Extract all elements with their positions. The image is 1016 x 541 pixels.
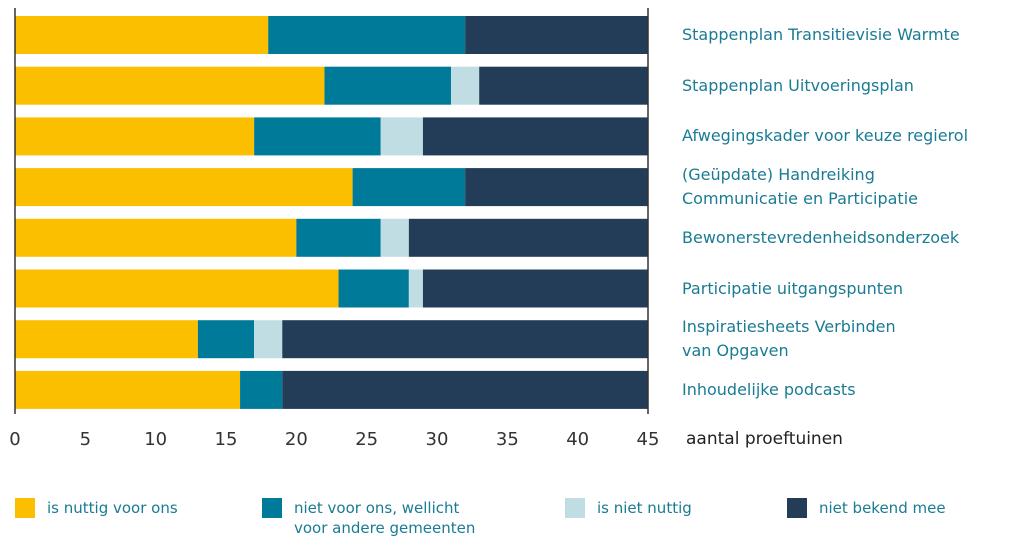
x-tick-label: 35 <box>496 429 519 450</box>
category-label: Inhoudelijke podcasts <box>682 379 856 399</box>
x-tick-label: 45 <box>637 429 660 450</box>
bar-segment <box>479 66 648 105</box>
x-axis-label: aantal proeftuinen <box>686 429 843 449</box>
bar-segment <box>465 16 648 54</box>
category-label: Stappenplan Uitvoeringsplan <box>682 75 914 95</box>
legend-swatch <box>262 498 282 518</box>
legend-swatch <box>15 498 35 518</box>
bar-segment <box>324 66 452 105</box>
bar-segment <box>197 320 255 359</box>
bar-segment <box>282 370 648 409</box>
bar-segment <box>15 168 353 207</box>
x-tick-label: 40 <box>566 429 589 450</box>
bar-segment <box>451 66 480 105</box>
bar-segment <box>15 16 269 54</box>
category-label: Stappenplan Transitievisie Warmte <box>682 25 960 44</box>
category-label: Bewonerstevredenheidsonderzoek <box>682 227 960 247</box>
legend-label: niet voor ons, wellicht voor andere geme… <box>294 499 476 537</box>
bar-segment <box>15 370 241 409</box>
bar-segment <box>15 320 198 359</box>
legend-label: is nuttig voor ons <box>47 499 178 517</box>
bar-segment <box>282 320 648 359</box>
x-tick-label: 30 <box>426 429 449 450</box>
bar-segment <box>296 218 381 257</box>
bar-segment <box>240 370 283 409</box>
category-label: Afwegingskader voor keuze regierol <box>682 126 969 146</box>
bar-segment <box>254 117 381 156</box>
legend-swatch <box>787 498 807 518</box>
x-tick-label: 0 <box>9 429 20 450</box>
x-tick-label: 10 <box>144 429 167 450</box>
bar-segment <box>15 269 339 308</box>
x-tick-label: 20 <box>285 429 308 450</box>
bar-segment <box>352 168 466 207</box>
bar-segment <box>422 269 648 308</box>
bar-segment <box>465 168 648 207</box>
bar-segment <box>408 218 648 257</box>
x-tick-label: 25 <box>355 429 378 450</box>
bar-segment <box>422 117 648 156</box>
legend-label: is niet nuttig <box>597 499 692 517</box>
bar-segment <box>15 66 325 105</box>
bar-segment <box>15 218 297 257</box>
bar-segment <box>408 269 423 308</box>
bar-segment <box>254 320 283 359</box>
legend-swatch <box>565 498 585 518</box>
category-label: Inspiratiesheets Verbinden van Opgaven <box>682 317 896 361</box>
bar-segment <box>15 117 255 156</box>
bar-segment <box>380 218 409 257</box>
legend-label: niet bekend mee <box>819 499 946 517</box>
bar-segment <box>338 269 409 308</box>
bar-segment <box>380 117 423 156</box>
x-tick-label: 5 <box>80 429 91 450</box>
category-label: (Geüpdate) Handreiking Communicatie en P… <box>682 165 918 209</box>
bar-segment <box>268 16 466 54</box>
category-label: Participatie uitgangspunten <box>682 278 904 298</box>
x-tick-label: 15 <box>215 429 238 450</box>
